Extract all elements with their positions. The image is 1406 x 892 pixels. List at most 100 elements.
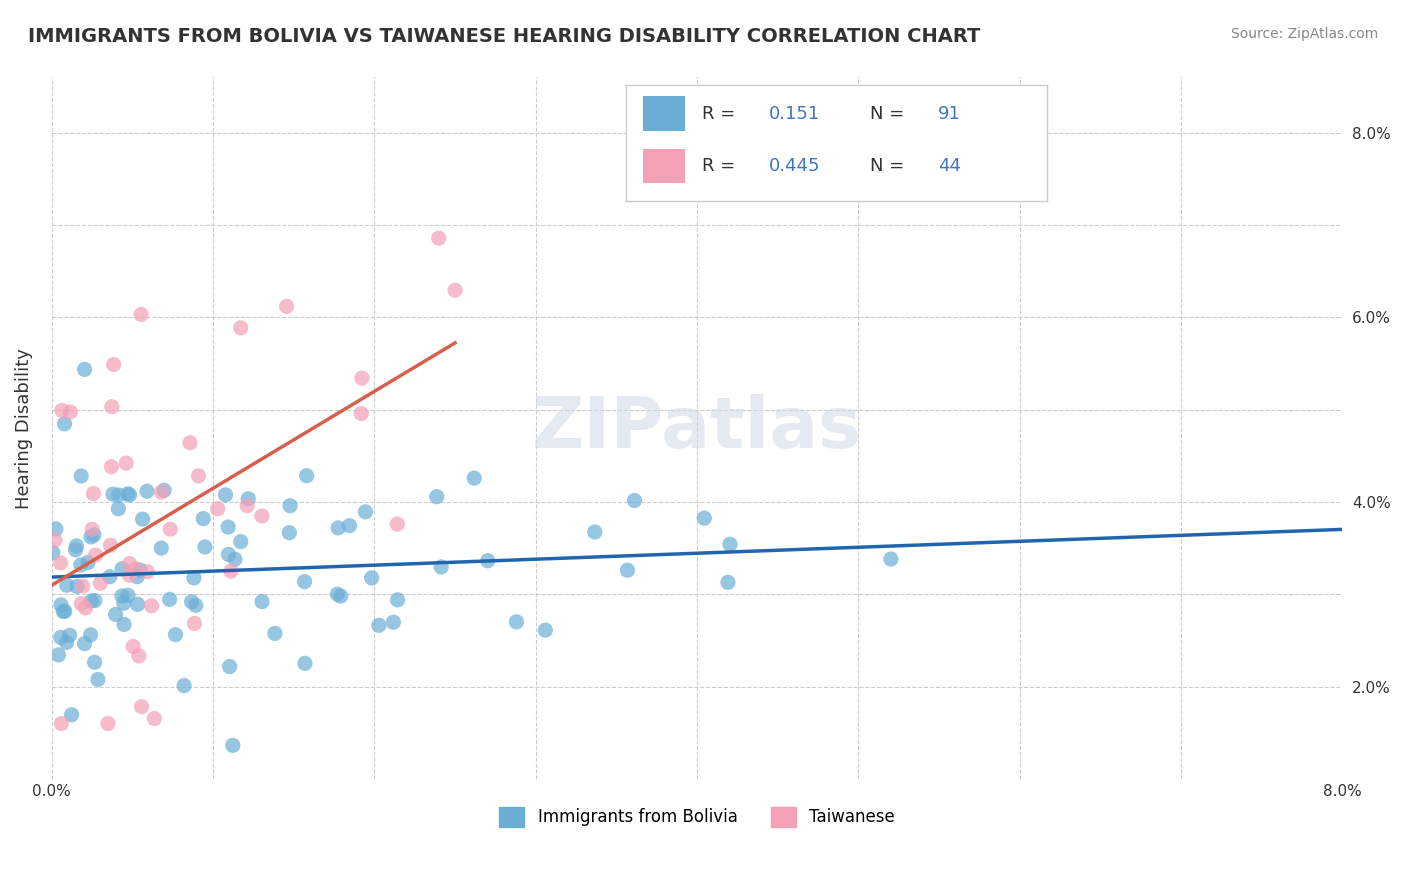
Immigrants from Bolivia <box>55 578 77 592</box>
Immigrants from Bolivia <box>129 563 152 577</box>
Taiwanese <box>159 522 181 536</box>
Immigrants from Bolivia <box>52 605 75 619</box>
Taiwanese <box>207 501 229 516</box>
Immigrants from Bolivia <box>224 552 246 566</box>
Immigrants from Bolivia <box>101 487 124 501</box>
Taiwanese <box>219 564 242 578</box>
Taiwanese <box>229 321 252 335</box>
Immigrants from Bolivia <box>83 655 105 669</box>
Taiwanese <box>59 405 82 419</box>
Taiwanese <box>72 579 94 593</box>
Taiwanese <box>80 522 103 536</box>
Immigrants from Bolivia <box>354 505 377 519</box>
Immigrants from Bolivia <box>193 511 215 525</box>
Immigrants from Bolivia <box>717 575 740 590</box>
Taiwanese <box>122 640 145 654</box>
Immigrants from Bolivia <box>534 623 557 637</box>
Immigrants from Bolivia <box>66 579 89 593</box>
Taiwanese <box>101 400 124 414</box>
Taiwanese <box>444 283 467 297</box>
Taiwanese <box>129 308 152 322</box>
Legend: Immigrants from Bolivia, Taiwanese: Immigrants from Bolivia, Taiwanese <box>492 800 901 834</box>
Immigrants from Bolivia <box>718 537 741 551</box>
Taiwanese <box>350 371 373 385</box>
Immigrants from Bolivia <box>463 471 485 485</box>
Immigrants from Bolivia <box>79 628 101 642</box>
Taiwanese <box>179 435 201 450</box>
Immigrants from Bolivia <box>238 491 260 506</box>
Immigrants from Bolivia <box>184 599 207 613</box>
Immigrants from Bolivia <box>250 594 273 608</box>
Immigrants from Bolivia <box>165 627 187 641</box>
Taiwanese <box>82 486 104 500</box>
Taiwanese <box>100 459 122 474</box>
Immigrants from Bolivia <box>111 589 134 603</box>
Taiwanese <box>143 711 166 725</box>
Immigrants from Bolivia <box>55 635 77 649</box>
Immigrants from Bolivia <box>278 499 301 513</box>
Immigrants from Bolivia <box>117 588 139 602</box>
Text: 44: 44 <box>938 157 960 175</box>
Taiwanese <box>250 509 273 524</box>
Immigrants from Bolivia <box>430 560 453 574</box>
Immigrants from Bolivia <box>73 636 96 650</box>
Immigrants from Bolivia <box>42 545 65 559</box>
Immigrants from Bolivia <box>153 483 176 498</box>
Immigrants from Bolivia <box>616 563 638 577</box>
Immigrants from Bolivia <box>111 562 134 576</box>
FancyBboxPatch shape <box>643 149 685 183</box>
Immigrants from Bolivia <box>583 524 606 539</box>
Immigrants from Bolivia <box>127 598 149 612</box>
Text: Source: ZipAtlas.com: Source: ZipAtlas.com <box>1230 27 1378 41</box>
Taiwanese <box>427 231 450 245</box>
Taiwanese <box>183 616 205 631</box>
Immigrants from Bolivia <box>118 488 141 502</box>
Immigrants from Bolivia <box>80 594 103 608</box>
Immigrants from Bolivia <box>65 542 87 557</box>
Immigrants from Bolivia <box>107 501 129 516</box>
Immigrants from Bolivia <box>59 628 82 642</box>
Immigrants from Bolivia <box>136 484 159 499</box>
Immigrants from Bolivia <box>295 468 318 483</box>
Text: N =: N = <box>870 157 910 175</box>
Immigrants from Bolivia <box>77 556 100 570</box>
Taiwanese <box>51 716 73 731</box>
Taiwanese <box>51 403 73 417</box>
Immigrants from Bolivia <box>104 607 127 622</box>
Taiwanese <box>141 599 163 613</box>
Immigrants from Bolivia <box>360 571 382 585</box>
Immigrants from Bolivia <box>217 520 239 534</box>
Immigrants from Bolivia <box>180 595 202 609</box>
Immigrants from Bolivia <box>194 540 217 554</box>
Immigrants from Bolivia <box>880 552 903 566</box>
Immigrants from Bolivia <box>112 617 135 632</box>
Immigrants from Bolivia <box>183 571 205 585</box>
Text: ZIPatlas: ZIPatlas <box>531 393 862 463</box>
Immigrants from Bolivia <box>294 657 316 671</box>
Immigrants from Bolivia <box>222 739 245 753</box>
Taiwanese <box>131 699 153 714</box>
Immigrants from Bolivia <box>48 648 70 662</box>
Text: 0.151: 0.151 <box>769 105 820 123</box>
Immigrants from Bolivia <box>98 570 121 584</box>
Taiwanese <box>150 485 173 500</box>
Taiwanese <box>350 407 373 421</box>
Taiwanese <box>49 556 72 570</box>
Immigrants from Bolivia <box>83 528 105 542</box>
Immigrants from Bolivia <box>69 558 91 572</box>
Immigrants from Bolivia <box>278 525 301 540</box>
Immigrants from Bolivia <box>229 534 252 549</box>
Immigrants from Bolivia <box>326 587 349 601</box>
Immigrants from Bolivia <box>387 592 409 607</box>
Immigrants from Bolivia <box>131 512 153 526</box>
Immigrants from Bolivia <box>328 521 350 535</box>
Immigrants from Bolivia <box>159 592 181 607</box>
Taiwanese <box>276 299 298 313</box>
Text: 0.445: 0.445 <box>769 157 821 175</box>
Immigrants from Bolivia <box>693 511 716 525</box>
Taiwanese <box>103 358 125 372</box>
Immigrants from Bolivia <box>112 596 135 610</box>
Immigrants from Bolivia <box>505 615 527 629</box>
Taiwanese <box>187 468 209 483</box>
Immigrants from Bolivia <box>218 659 240 673</box>
